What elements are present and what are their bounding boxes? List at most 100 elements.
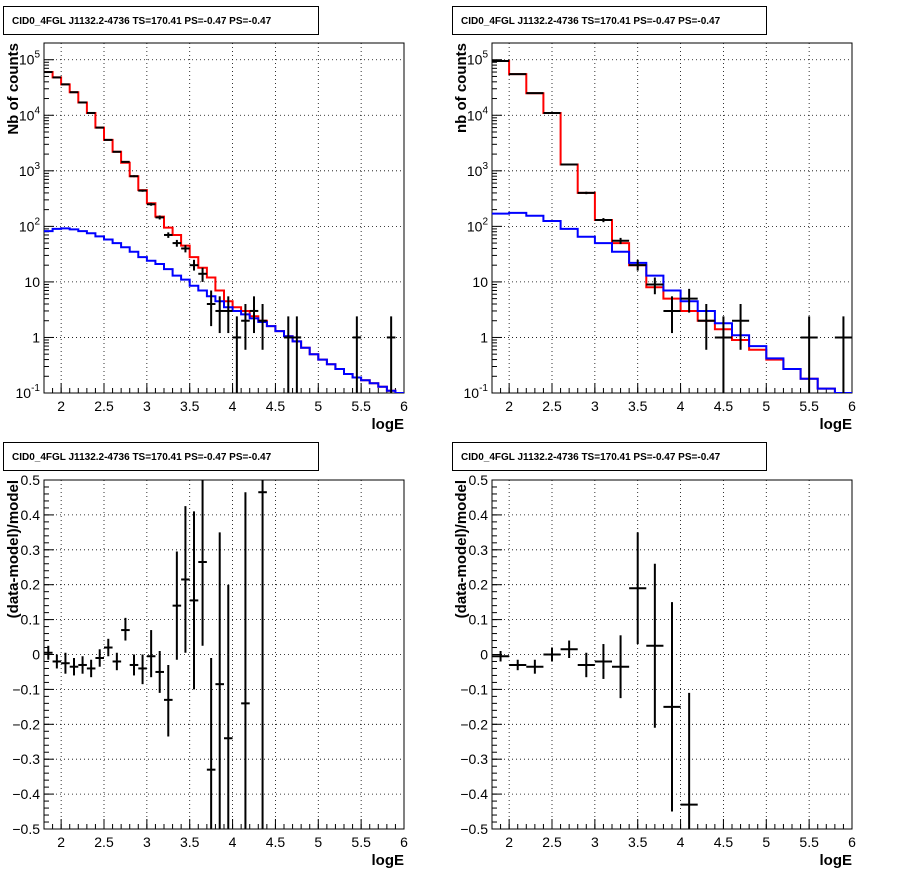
data-point <box>95 126 104 129</box>
chart-title: CID0_4FGL J1132.2-4736 TS=170.41 PS=-0.4… <box>12 16 272 27</box>
data-point <box>352 316 362 393</box>
title-frame <box>452 6 767 35</box>
data-point <box>121 160 130 163</box>
data-point <box>232 316 242 393</box>
data-point <box>69 657 79 676</box>
x-tick-label: 5 <box>762 834 770 850</box>
y-axis-label: nb of counts <box>453 43 470 133</box>
y-tick-label: 0.5 <box>469 472 489 488</box>
data-point <box>44 645 53 660</box>
x-axis-label: logE <box>372 852 405 869</box>
y-axis-ticks: −0.5 −0.4 −0.3 −0.2 −0.1 0 0.1 0.2 0.3 0.4 0.5 <box>12 472 54 837</box>
y-tick-label: 105 <box>19 50 41 68</box>
x-tick-label: 6 <box>848 398 856 414</box>
data-point <box>78 656 87 674</box>
data-point <box>155 651 164 693</box>
data-point <box>543 647 561 662</box>
data-point <box>129 654 139 676</box>
data-point <box>164 232 173 238</box>
data-point <box>189 511 199 690</box>
y-tick-label: −0.4 <box>460 786 488 802</box>
data-point <box>663 296 681 334</box>
data-point <box>509 659 527 671</box>
x-tick-label: 3.5 <box>628 398 648 414</box>
x-tick-label: 3 <box>143 834 151 850</box>
y-tick-label: 10-1 <box>16 383 41 401</box>
x-tick-label: 3.5 <box>180 834 200 850</box>
y-axis-ticks: 10-1 1 10 102 103 104 105 <box>464 50 502 401</box>
x-axis-label: logE <box>820 416 853 433</box>
data-point <box>206 290 216 327</box>
y-tick-label: −0.4 <box>12 786 40 802</box>
y-tick-label: −0.5 <box>12 821 40 837</box>
panel-bottom-left: CID0_4FGL J1132.2-4736 TS=170.41 PS=-0.4… <box>3 442 408 869</box>
x-tick-label: 3 <box>143 398 151 414</box>
panel-top-left: CID0_4FGL J1132.2-4736 TS=170.41 PS=-0.4… <box>3 6 408 433</box>
minor-ticks <box>43 42 405 393</box>
y-axis-ticks: −0.5 −0.4 −0.3 −0.2 −0.1 0 0.1 0.2 0.3 0.4 0.5 <box>460 472 502 837</box>
grid <box>492 43 852 393</box>
y-tick-label: 104 <box>19 105 41 123</box>
x-tick-label: 5.5 <box>351 398 371 414</box>
data-point <box>386 316 396 393</box>
data-point <box>215 532 224 829</box>
data-point <box>697 304 715 350</box>
x-tick-label: 3.5 <box>628 834 648 850</box>
data-point <box>146 202 156 206</box>
chart-title-box: CID0_4FGL J1132.2-4736 TS=170.41 PS=-0.4… <box>3 6 319 35</box>
y-axis-label: (data-model)/model <box>5 480 22 618</box>
y-tick-label: 0.4 <box>469 507 489 523</box>
y-tick-label: 0.2 <box>469 577 489 593</box>
data-point <box>258 304 267 350</box>
series-line-model-background <box>44 227 404 393</box>
data-point <box>241 304 250 350</box>
data-point <box>577 191 595 195</box>
y-tick-label: −0.3 <box>12 751 40 767</box>
data-point <box>86 111 96 114</box>
data-point <box>646 277 664 295</box>
y-axis-ticks: 10-1 1 10 102 103 104 105 <box>16 50 54 401</box>
data-point <box>526 659 544 674</box>
x-tick-label: 4.5 <box>266 834 286 850</box>
x-tick-label: 4.5 <box>714 834 734 850</box>
y-tick-label: 103 <box>467 161 489 179</box>
y-tick-label: −0.3 <box>460 751 488 767</box>
x-tick-label: 5 <box>314 834 322 850</box>
y-tick-label: 0.3 <box>469 542 489 558</box>
data-point <box>663 602 681 812</box>
data-point <box>560 640 578 658</box>
data-point <box>181 245 190 253</box>
y-tick-label: 103 <box>19 161 41 179</box>
chart-title-box: CID0_4FGL J1132.2-4736 TS=170.41 PS=-0.4… <box>452 442 767 471</box>
data-point <box>189 259 199 271</box>
series-line-model-total <box>44 71 404 393</box>
data-point <box>104 138 113 141</box>
data-layer <box>44 71 404 393</box>
y-tick-label: 0.3 <box>21 542 41 558</box>
x-tick-label: 4 <box>229 398 237 414</box>
series-line-model-total <box>492 60 852 393</box>
chart-title-box: CID0_4FGL J1132.2-4736 TS=170.41 PS=-0.4… <box>452 6 767 35</box>
data-point <box>612 635 630 699</box>
data-point <box>680 288 698 313</box>
x-tick-label: 5.5 <box>799 398 819 414</box>
x-tick-label: 2.5 <box>94 834 114 850</box>
data-point <box>629 532 647 645</box>
y-tick-label: 10 <box>472 274 488 290</box>
data-point <box>543 111 561 114</box>
y-tick-label: 0 <box>480 647 488 663</box>
x-axis-label: logE <box>820 852 853 869</box>
y-tick-label: 102 <box>19 216 41 234</box>
data-point <box>215 296 224 334</box>
chart-title-box: CID0_4FGL J1132.2-4736 TS=170.41 PS=-0.4… <box>3 442 319 471</box>
data-point <box>138 654 147 685</box>
x-tick-label: 5 <box>762 398 770 414</box>
x-tick-label: 2.5 <box>542 398 562 414</box>
y-tick-label: 104 <box>467 105 489 123</box>
data-point <box>629 259 647 271</box>
y-tick-label: 10 <box>24 274 40 290</box>
data-point <box>86 659 96 678</box>
y-tick-label: −0.5 <box>460 821 488 837</box>
data-point <box>61 652 70 674</box>
